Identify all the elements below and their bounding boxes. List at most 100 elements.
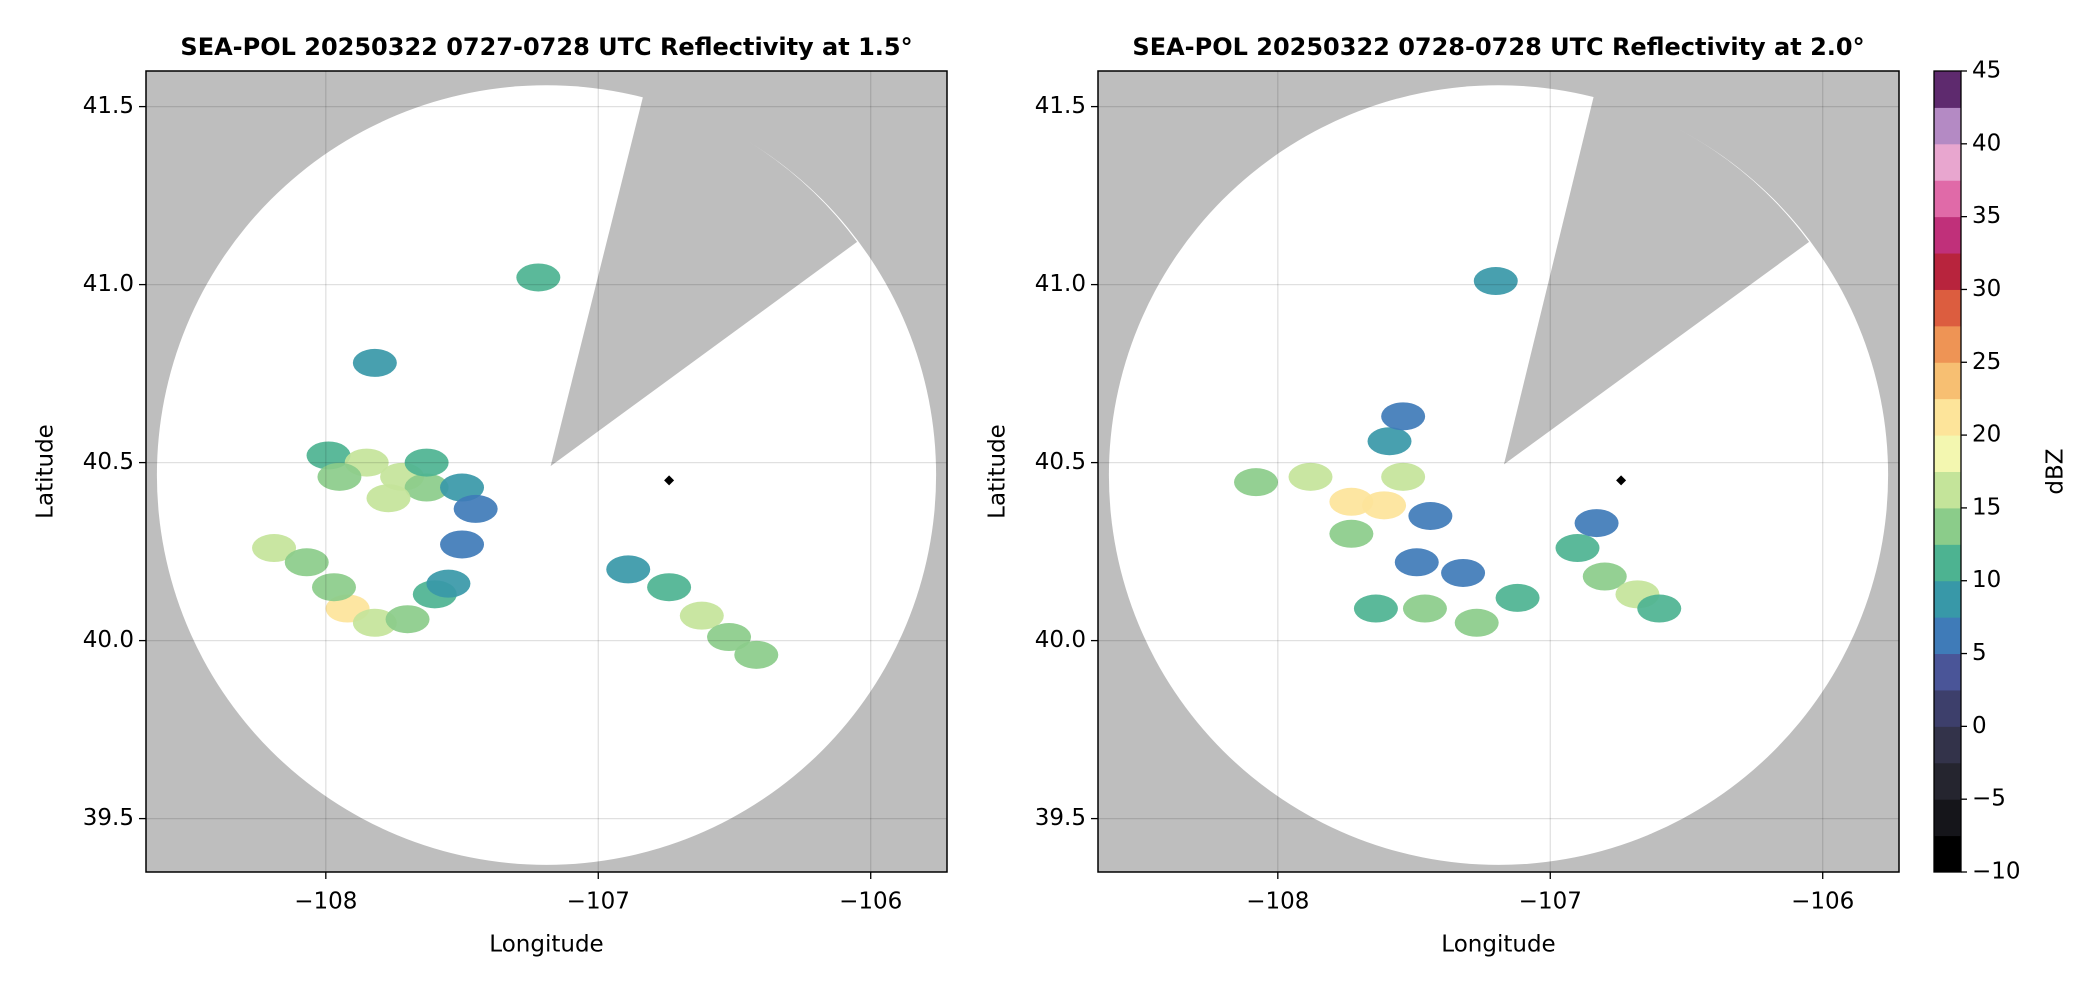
colorbar-band — [1934, 435, 1961, 472]
colorbar-band — [1934, 544, 1961, 582]
colorbar-band — [1934, 289, 1961, 327]
blocked-sector — [1503, 95, 1810, 465]
colorbar-band — [1934, 507, 1961, 545]
colorbar-band — [1934, 653, 1961, 691]
plot-area — [1108, 85, 1889, 865]
y-axis-label: Latitude — [985, 424, 1011, 519]
colorbar-tick-label: 0 — [1972, 713, 1987, 739]
panel: −108 −107 −106 39.5 40.0 40.5 41.0 41.5 SEA-POL … — [985, 33, 1900, 958]
panel: −108 −107 −106 39.5 40.0 40.5 41.0 41.5 SEA-POL … — [33, 33, 948, 958]
colorbar-band — [1934, 398, 1961, 436]
colorbar-tick-label: 5 — [1972, 640, 1987, 666]
colorbar-tick-label: −10 — [1972, 859, 2021, 885]
plot-border — [1097, 70, 1900, 873]
plot-area — [156, 85, 937, 865]
colorbar-tick-label: 30 — [1972, 276, 2001, 302]
colorbar-band — [1934, 799, 1961, 837]
echo — [440, 473, 485, 502]
echo — [440, 530, 485, 559]
colorbar-tick-label: 35 — [1972, 203, 2001, 229]
echo — [606, 555, 651, 584]
colorbar-tick-label: 25 — [1972, 349, 2001, 375]
echo — [1637, 594, 1682, 623]
echo — [707, 623, 752, 652]
echo — [1353, 594, 1398, 623]
colorbar-tick-label: 15 — [1972, 494, 2001, 520]
echo — [284, 548, 329, 577]
colorbar-band — [1934, 617, 1961, 655]
y-tick-label: 40.0 — [1035, 627, 1086, 653]
echo — [352, 608, 397, 637]
colorbar-tick-label: 20 — [1972, 422, 2001, 448]
echo — [1381, 402, 1426, 431]
x-axis-label: Longitude — [489, 932, 603, 958]
echo — [1555, 534, 1600, 563]
colorbar-border — [1933, 70, 1962, 873]
echo — [1495, 583, 1540, 612]
echo — [404, 448, 449, 477]
echo — [306, 441, 351, 470]
y-tick-label: 39.5 — [1035, 805, 1086, 831]
blocked-sector — [550, 95, 858, 467]
echo — [352, 348, 397, 377]
radar-site — [664, 475, 675, 486]
colorbar-tick-label: 45 — [1972, 58, 2001, 84]
colorbar-band — [1934, 726, 1961, 764]
echo — [1454, 608, 1499, 637]
x-tick-label: −106 — [839, 889, 902, 915]
colorbar-band — [1934, 325, 1961, 363]
colorbar-label: dBZ — [2043, 448, 2069, 494]
echo — [1329, 487, 1374, 516]
echo — [1288, 462, 1333, 491]
colorbar-band — [1934, 580, 1961, 618]
chart-title: SEA-POL 20250322 0728-0728 UTC Reflectiv… — [1132, 33, 1864, 61]
colorbar-tick-label: 40 — [1972, 130, 2001, 156]
echo — [1408, 502, 1453, 530]
echo — [734, 640, 779, 669]
echo — [385, 605, 430, 634]
radar-site — [1616, 475, 1627, 486]
echo — [1329, 519, 1374, 548]
colorbar-band — [1934, 216, 1961, 254]
colorbar-band — [1934, 143, 1961, 181]
x-tick-label: −107 — [567, 889, 630, 915]
x-tick-label: −106 — [1791, 889, 1854, 915]
colorbar-tick-label: 10 — [1972, 567, 2001, 593]
colorbar-band — [1934, 762, 1961, 800]
colorbar-band — [1934, 180, 1961, 218]
y-tick-label: 41.5 — [1035, 93, 1086, 119]
y-axis-label: Latitude — [33, 424, 59, 519]
y-tick-label: 41.0 — [1035, 271, 1086, 297]
x-tick-label: −108 — [294, 889, 357, 915]
echo — [647, 573, 692, 602]
colorbar-band — [1934, 253, 1961, 290]
colorbar-tick-label: −5 — [1972, 786, 2006, 812]
x-axis-label: Longitude — [1441, 932, 1555, 958]
colorbar-band — [1934, 471, 1961, 509]
echo — [1582, 562, 1627, 591]
echo — [679, 601, 724, 630]
echo — [426, 569, 471, 598]
echo — [404, 473, 449, 502]
colorbar-band — [1934, 362, 1961, 400]
echo — [1234, 468, 1279, 497]
echo — [1574, 509, 1619, 538]
echo — [1367, 427, 1412, 456]
x-tick-label: −108 — [1246, 889, 1309, 915]
echo — [1394, 548, 1439, 577]
echo — [516, 263, 561, 292]
echo — [366, 484, 411, 513]
y-tick-label: 41.0 — [83, 271, 134, 297]
colorbar-band — [1934, 71, 1961, 108]
echo — [311, 573, 356, 602]
colorbar-band — [1934, 835, 1961, 873]
plot-border — [145, 70, 948, 873]
y-tick-label: 41.5 — [83, 93, 134, 119]
x-tick-label: −107 — [1519, 889, 1582, 915]
y-tick-label: 40.5 — [83, 449, 134, 475]
echo — [1441, 558, 1486, 587]
echo — [1402, 594, 1447, 623]
echo — [252, 534, 297, 563]
echo — [317, 462, 362, 491]
